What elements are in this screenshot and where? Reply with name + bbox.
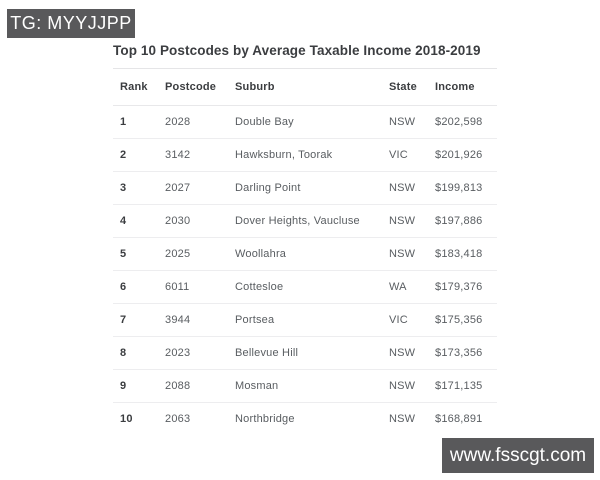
rank-cell: 6 bbox=[113, 270, 165, 304]
rank-cell: 9 bbox=[113, 369, 165, 403]
state-cell: NSW bbox=[389, 237, 435, 271]
table-row: 2 3142 Hawksburn, Toorak VIC $201,926 bbox=[113, 138, 497, 172]
postcode-cell: 3944 bbox=[165, 303, 235, 337]
postcode-cell: 2030 bbox=[165, 204, 235, 238]
income-cell: $201,926 bbox=[435, 138, 497, 172]
table-row: 1 2028 Double Bay NSW $202,598 bbox=[113, 105, 497, 139]
state-cell: NSW bbox=[389, 171, 435, 205]
table-row: 7 3944 Portsea VIC $175,356 bbox=[113, 303, 497, 337]
table-row: 5 2025 Woollahra NSW $183,418 bbox=[113, 237, 497, 271]
income-cell: $179,376 bbox=[435, 270, 497, 304]
postcode-cell: 2028 bbox=[165, 105, 235, 139]
postcode-cell: 6011 bbox=[165, 270, 235, 304]
state-cell: NSW bbox=[389, 105, 435, 139]
page-title: Top 10 Postcodes by Average Taxable Inco… bbox=[113, 43, 481, 58]
state-cell: WA bbox=[389, 270, 435, 304]
rank-cell: 10 bbox=[120, 413, 133, 426]
postcode-cell: 2063 bbox=[165, 413, 191, 426]
rank-cell: 4 bbox=[113, 204, 165, 238]
column-header-suburb: Suburb bbox=[235, 68, 389, 106]
state-cell: VIC bbox=[389, 138, 435, 172]
table-row: 10 2063 Northbridge NSW $168,891 bbox=[113, 403, 497, 436]
postcode-cell: 2025 bbox=[165, 237, 235, 271]
rank-cell: 5 bbox=[113, 237, 165, 271]
state-cell: NSW bbox=[389, 369, 435, 403]
postcode-cell: 3142 bbox=[165, 138, 235, 172]
state-cell: NSW bbox=[389, 336, 435, 370]
table-header-row: Rank Postcode Suburb State Income bbox=[113, 68, 497, 106]
rank-cell: 7 bbox=[113, 303, 165, 337]
rank-cell: 1 bbox=[113, 105, 165, 139]
watermark: www.fsscgt.com bbox=[442, 438, 594, 473]
income-cell: $183,418 bbox=[435, 237, 497, 271]
table-row: 3 2027 Darling Point NSW $199,813 bbox=[113, 171, 497, 205]
income-cell: $173,356 bbox=[435, 336, 497, 370]
postcode-cell: 2027 bbox=[165, 171, 235, 205]
column-header-state: State bbox=[389, 68, 435, 106]
suburb-cell: Woollahra bbox=[235, 237, 389, 271]
postcode-cell: 2088 bbox=[165, 369, 235, 403]
column-header-postcode: Postcode bbox=[165, 68, 235, 106]
rank-cell: 2 bbox=[113, 138, 165, 172]
income-cell: $168,891 bbox=[435, 413, 483, 426]
rank-cell: 8 bbox=[113, 336, 165, 370]
tag-badge: TG: MYYJJPP bbox=[7, 9, 135, 38]
income-cell: $197,886 bbox=[435, 204, 497, 238]
postcode-cell: 2023 bbox=[165, 336, 235, 370]
income-cell: $175,356 bbox=[435, 303, 497, 337]
suburb-cell: Dover Heights, Vaucluse bbox=[235, 204, 389, 238]
table-row: 8 2023 Bellevue Hill NSW $173,356 bbox=[113, 336, 497, 370]
column-header-rank: Rank bbox=[113, 68, 165, 106]
income-cell: $202,598 bbox=[435, 105, 497, 139]
suburb-cell: Bellevue Hill bbox=[235, 336, 389, 370]
income-cell: $199,813 bbox=[435, 171, 497, 205]
suburb-cell: Mosman bbox=[235, 369, 389, 403]
suburb-cell: Northbridge bbox=[235, 413, 295, 426]
suburb-cell: Portsea bbox=[235, 303, 389, 337]
state-cell: VIC bbox=[389, 303, 435, 337]
income-table: Rank Postcode Suburb State Income 1 2028 D… bbox=[113, 68, 497, 436]
suburb-cell: Double Bay bbox=[235, 105, 389, 139]
report-content: Top 10 Postcodes by Average Taxable Inco… bbox=[113, 44, 497, 436]
table-row: 4 2030 Dover Heights, Vaucluse NSW $197,886 bbox=[113, 204, 497, 238]
suburb-cell: Hawksburn, Toorak bbox=[235, 138, 389, 172]
column-header-income: Income bbox=[435, 68, 497, 106]
rank-cell: 3 bbox=[113, 171, 165, 205]
suburb-cell: Cottesloe bbox=[235, 270, 389, 304]
table-row: 6 6011 Cottesloe WA $179,376 bbox=[113, 270, 497, 304]
suburb-cell: Darling Point bbox=[235, 171, 389, 205]
state-cell: NSW bbox=[389, 204, 435, 238]
table-row: 9 2088 Mosman NSW $171,135 bbox=[113, 369, 497, 403]
state-cell: NSW bbox=[389, 413, 416, 426]
income-cell: $171,135 bbox=[435, 369, 497, 403]
